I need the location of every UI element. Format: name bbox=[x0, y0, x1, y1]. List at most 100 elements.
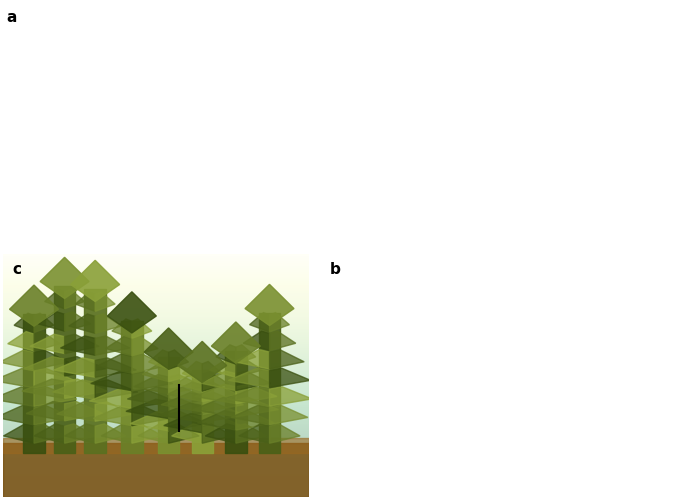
Polygon shape bbox=[3, 424, 34, 443]
Polygon shape bbox=[10, 285, 58, 326]
Polygon shape bbox=[64, 424, 95, 443]
Polygon shape bbox=[182, 361, 202, 381]
Polygon shape bbox=[144, 328, 193, 369]
Polygon shape bbox=[95, 424, 126, 443]
Text: b: b bbox=[329, 261, 340, 276]
Polygon shape bbox=[193, 398, 236, 417]
Polygon shape bbox=[177, 341, 227, 383]
Polygon shape bbox=[97, 354, 132, 373]
Polygon shape bbox=[169, 387, 210, 406]
Polygon shape bbox=[132, 424, 162, 443]
Polygon shape bbox=[0, 369, 34, 388]
Polygon shape bbox=[64, 334, 99, 354]
Polygon shape bbox=[108, 292, 156, 333]
Polygon shape bbox=[235, 350, 269, 369]
Polygon shape bbox=[34, 424, 64, 443]
Polygon shape bbox=[57, 402, 95, 421]
Polygon shape bbox=[34, 332, 60, 351]
Polygon shape bbox=[105, 336, 132, 356]
Polygon shape bbox=[101, 424, 132, 443]
Polygon shape bbox=[269, 350, 304, 369]
Polygon shape bbox=[26, 402, 64, 421]
Polygon shape bbox=[168, 382, 202, 402]
Polygon shape bbox=[132, 371, 173, 391]
Polygon shape bbox=[169, 424, 199, 443]
Polygon shape bbox=[169, 350, 188, 369]
Polygon shape bbox=[95, 336, 130, 355]
Polygon shape bbox=[236, 384, 277, 404]
Polygon shape bbox=[75, 292, 95, 311]
Polygon shape bbox=[236, 411, 274, 430]
Polygon shape bbox=[197, 411, 236, 430]
Polygon shape bbox=[164, 414, 202, 433]
Polygon shape bbox=[202, 382, 237, 402]
Polygon shape bbox=[172, 424, 202, 443]
Polygon shape bbox=[227, 387, 269, 406]
Polygon shape bbox=[236, 424, 266, 443]
Polygon shape bbox=[14, 313, 34, 332]
Polygon shape bbox=[8, 332, 34, 351]
Polygon shape bbox=[0, 387, 34, 406]
Polygon shape bbox=[127, 387, 169, 406]
Polygon shape bbox=[95, 380, 138, 399]
Polygon shape bbox=[53, 380, 95, 399]
Polygon shape bbox=[0, 350, 34, 369]
Polygon shape bbox=[202, 361, 222, 381]
Polygon shape bbox=[245, 284, 294, 325]
Polygon shape bbox=[142, 362, 169, 382]
Polygon shape bbox=[249, 312, 269, 332]
Polygon shape bbox=[130, 412, 169, 431]
Polygon shape bbox=[34, 313, 54, 332]
Polygon shape bbox=[40, 257, 89, 298]
Polygon shape bbox=[236, 345, 256, 364]
Polygon shape bbox=[202, 424, 233, 443]
Polygon shape bbox=[95, 358, 136, 377]
Polygon shape bbox=[89, 389, 132, 408]
Polygon shape bbox=[236, 398, 279, 417]
Polygon shape bbox=[231, 405, 269, 425]
Text: a: a bbox=[7, 10, 17, 25]
Polygon shape bbox=[243, 331, 269, 350]
Polygon shape bbox=[132, 354, 166, 373]
Polygon shape bbox=[210, 358, 236, 377]
Polygon shape bbox=[269, 312, 290, 332]
Polygon shape bbox=[95, 402, 134, 421]
Polygon shape bbox=[69, 314, 95, 333]
Polygon shape bbox=[202, 393, 243, 412]
Polygon shape bbox=[236, 371, 271, 391]
Polygon shape bbox=[161, 393, 202, 412]
Polygon shape bbox=[132, 389, 175, 408]
Polygon shape bbox=[239, 424, 269, 443]
Polygon shape bbox=[132, 336, 158, 356]
Polygon shape bbox=[95, 314, 121, 333]
Polygon shape bbox=[22, 379, 64, 398]
Polygon shape bbox=[269, 424, 300, 443]
Polygon shape bbox=[169, 362, 195, 382]
Polygon shape bbox=[138, 424, 169, 443]
Polygon shape bbox=[93, 406, 132, 426]
Polygon shape bbox=[195, 384, 236, 404]
Text: c: c bbox=[12, 261, 22, 276]
Polygon shape bbox=[216, 345, 236, 364]
Polygon shape bbox=[34, 369, 75, 388]
Bar bbox=[3, 443, 309, 497]
Polygon shape bbox=[38, 312, 64, 331]
Polygon shape bbox=[71, 260, 120, 301]
Polygon shape bbox=[132, 319, 152, 338]
Polygon shape bbox=[54, 358, 95, 377]
Polygon shape bbox=[64, 379, 108, 398]
Polygon shape bbox=[169, 375, 203, 394]
Polygon shape bbox=[269, 368, 310, 388]
Polygon shape bbox=[202, 414, 240, 433]
Polygon shape bbox=[236, 358, 262, 377]
Polygon shape bbox=[90, 371, 132, 391]
Polygon shape bbox=[64, 424, 95, 443]
Polygon shape bbox=[34, 350, 68, 369]
Polygon shape bbox=[169, 399, 211, 419]
Polygon shape bbox=[149, 350, 169, 369]
Polygon shape bbox=[212, 322, 260, 363]
Polygon shape bbox=[64, 289, 84, 309]
Polygon shape bbox=[30, 334, 64, 354]
Polygon shape bbox=[64, 357, 105, 376]
Polygon shape bbox=[202, 403, 245, 423]
